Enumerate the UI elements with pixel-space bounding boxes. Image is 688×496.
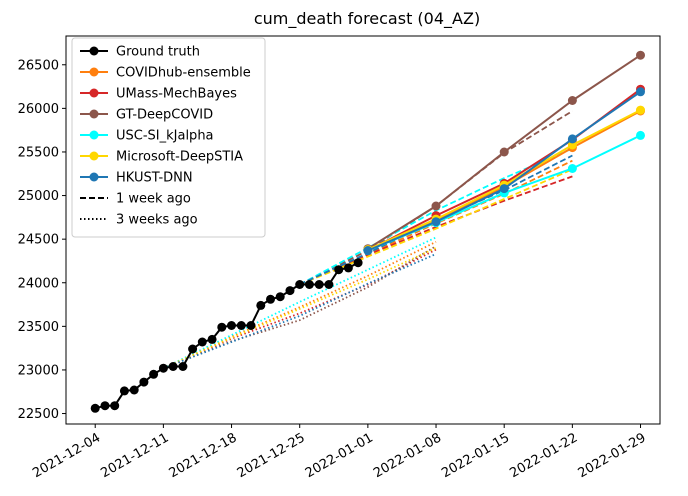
ground-truth-point [178,362,188,371]
y-tick-label: 23500 [18,320,59,335]
forecast-point-hkust-dnn [499,184,509,194]
ground-truth-point [236,321,246,330]
ground-truth-point [207,334,217,344]
legend: Ground truth COVIDhub-ensemble UMass-MechB… [71,37,266,238]
forecast-line-hkust-dnn-dotted [163,253,437,370]
ground-truth-point [343,263,353,273]
forecast-point-gt-deepcovid [431,201,441,211]
legend-label-gt-deepcovid: GT-DeepCOVID [116,108,213,123]
legend-label-umass-mechbayes: UMass-MechBayes [116,87,237,102]
forecast-point-usc-si-kjalpha [567,164,577,173]
forecast-point-usc-si-kjalpha [636,130,645,140]
ground-truth-point [217,322,227,332]
ground-truth-point [188,344,198,354]
y-tick-label: 23000 [18,363,59,378]
legend-marker-ground-truth [89,46,99,56]
legend-marker-covidhub-ensemble [89,67,99,77]
ground-truth-point [90,403,100,413]
ground-truth-point [324,280,334,289]
ground-truth-point [158,363,168,373]
ground-truth-point [119,386,129,396]
forecast-point-gt-deepcovid [636,50,645,60]
y-tick-label: 24000 [18,276,59,291]
legend-marker-umass-mechbayes [89,88,99,98]
ground-truth-point [304,280,314,289]
legend-marker-gt-deepcovid [89,109,99,119]
legend-label-hkust-dnn: HKUST-DNN [116,171,193,186]
forecast-line-microsoft-deepstia-dotted [163,247,437,370]
ground-truth-point [100,401,110,411]
forecast-point-hkust-dnn [431,217,441,227]
ground-truth-point [197,337,207,347]
legend-label-1-week-ago: 1 week ago [116,192,191,207]
y-tick-label: 26500 [18,58,59,73]
ground-truth-point [168,362,178,371]
ground-truth-point [275,292,285,302]
ground-truth-point [139,377,149,387]
y-tick-label: 24500 [18,233,59,248]
forecast-point-hkust-dnn [567,134,577,144]
ground-truth-point [110,401,120,411]
ground-truth-point [295,280,305,289]
legend-label-ground-truth: Ground truth [116,45,200,60]
ground-truth-point [256,300,266,310]
ground-truth-point [129,385,139,395]
ground-truth-point [246,321,256,330]
legend-label-microsoft-deepstia: Microsoft-DeepSTIA [116,150,243,165]
plot-frame [65,35,661,425]
ground-truth-line [94,261,359,410]
ground-truth-point [334,265,344,275]
legend-marker-usc-si-kjalpha [89,130,99,140]
series-layer [163,50,645,370]
forecast-point-microsoft-deepstia [636,105,645,115]
forecast-line-usc-si-kjalpha-dotted [163,236,437,370]
y-tick-label: 25500 [18,145,59,160]
forecast-line-hkust-dnn-dashed [299,154,573,286]
legend-label-usc-si-kjalpha: USC-SI_kJalpha [116,129,214,144]
ground-truth-point [353,258,363,268]
legend-marker-microsoft-deepstia [89,151,99,161]
ground-truth-point [266,294,275,304]
legend-label-3-weeks-ago: 3 weeks ago [116,213,198,228]
y-tick-label: 26000 [18,102,59,117]
ground-truth-point [149,369,159,379]
legend-marker-hkust-dnn [89,172,99,182]
ground-truth-point [314,280,324,289]
legend-label-covidhub-ensemble: COVIDhub-ensemble [116,66,251,81]
forecast-point-hkust-dnn [636,87,645,97]
forecast-point-hkust-dnn [363,246,373,255]
ground-truth-point [227,321,236,330]
y-tick-label: 22500 [18,407,59,422]
y-tick-label: 25000 [18,189,59,204]
ground-truth-layer [90,258,363,413]
ground-truth-point [285,286,295,296]
forecast-point-gt-deepcovid [499,147,509,157]
chart-title: cum_death forecast (04_AZ) [254,9,480,29]
forecast-line-covidhub-ensemble-dotted [163,240,437,370]
forecast-point-gt-deepcovid [567,96,577,105]
legend-box [71,37,266,238]
